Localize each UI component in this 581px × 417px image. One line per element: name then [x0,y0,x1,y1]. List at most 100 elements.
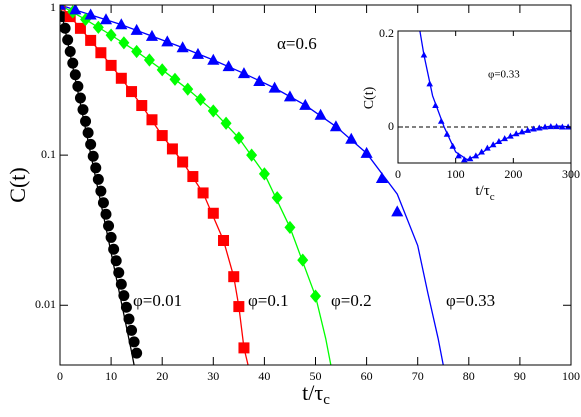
inset-x-label: t/τc [475,183,494,202]
inset-x-label-subscript: c [490,191,495,203]
marker [115,278,127,290]
marker [64,46,76,58]
marker [130,23,143,35]
marker [145,29,159,41]
marker [228,271,240,283]
marker [120,301,132,313]
marker [220,116,232,130]
marker [443,130,451,137]
plot-area [60,5,444,365]
marker [237,67,251,79]
marker [466,155,474,162]
marker [108,243,120,255]
marker [191,47,205,59]
fit-line [419,31,571,161]
marker [177,156,189,168]
marker [100,208,112,220]
x-tick-label: 80 [463,369,475,383]
marker [64,11,76,23]
marker [207,53,220,65]
marker [489,141,497,148]
marker [258,167,270,181]
series-label: φ=0.2 [331,291,372,310]
y-tick-label: 0.01 [35,297,56,311]
fit-line [60,5,332,365]
marker [161,35,174,47]
x-tick-label: 100 [447,167,465,181]
marker [535,124,543,131]
y-tick-label: 0 [388,119,394,133]
marker [126,324,138,336]
marker [67,57,79,69]
marker [218,234,230,246]
marker [131,44,143,59]
x-axis-label-text: t/τ [302,380,323,405]
marker [80,12,92,27]
x-tick-label: 30 [207,369,219,383]
marker [501,135,508,142]
marker [113,267,125,279]
x-tick-label: 70 [412,369,424,383]
marker [84,8,97,20]
marker [80,115,92,127]
marker [432,101,439,108]
marker [420,51,428,58]
marker [559,123,566,130]
marker [518,128,526,135]
axes-frame [397,30,572,164]
marker [62,34,74,46]
marker [530,125,537,132]
marker [110,255,122,267]
marker [169,72,181,86]
marker [118,290,130,302]
marker [166,143,178,155]
marker [461,156,468,163]
marker [268,81,281,93]
marker [541,123,549,130]
marker [329,120,342,132]
x-tick-label: 200 [504,167,522,181]
marker [105,231,117,243]
marker [345,132,358,144]
marker [437,117,445,124]
x-tick-label: 0 [57,369,63,383]
marker [207,207,219,219]
series-label: φ=0.33 [446,291,495,310]
marker [72,80,84,92]
marker [69,5,82,15]
marker [176,41,189,53]
marker [310,289,321,303]
marker [105,28,117,42]
marker [156,130,168,142]
marker [74,92,86,104]
marker [115,72,127,84]
marker [472,152,480,159]
marker [455,152,462,159]
main-plot: 0 10 20 30 40 50 60 70 80 90 100 0.01 0.1 1 [35,0,580,383]
marker [85,138,97,150]
y-tick-label: 0.2 [379,26,394,40]
marker [95,47,107,59]
marker [136,100,148,112]
marker [507,132,514,139]
marker [69,69,81,81]
marker [99,13,113,25]
marker [524,126,532,133]
marker [118,36,130,50]
marker [90,162,102,174]
marker [197,187,209,199]
x-tick-label: 50 [310,369,322,383]
inset-plot: 0 100 200 300 0 0.2 [379,26,580,181]
marker [74,22,86,34]
marker [143,53,155,67]
annotation: α=0.6 [277,34,317,53]
marker [95,185,107,197]
x-tick-label: 100 [562,369,580,383]
marker [128,336,140,348]
marker [553,123,560,130]
marker [97,197,109,209]
inset-annotation: φ=0.33 [488,69,520,81]
marker [375,172,388,184]
marker [195,92,207,107]
marker [495,137,503,144]
